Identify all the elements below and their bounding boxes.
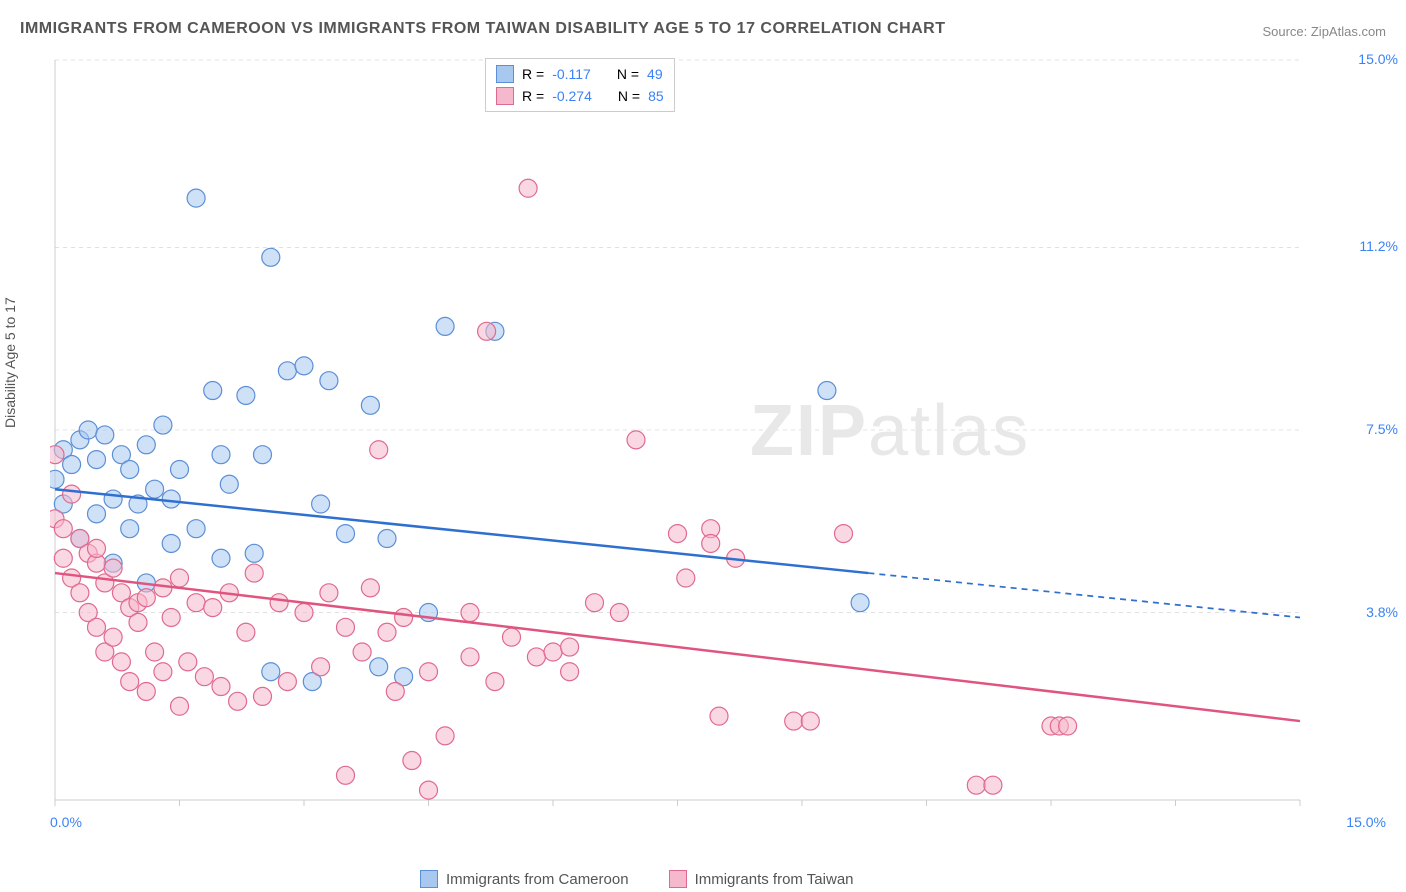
legend-n-value: 85 (648, 88, 664, 104)
legend-r-value: -0.117 (552, 66, 591, 82)
legend-n-label: N = (618, 88, 640, 104)
series-legend: Immigrants from Cameroon Immigrants from… (420, 870, 854, 888)
x-max-label: 15.0% (1346, 814, 1386, 830)
legend-r-value: -0.274 (552, 88, 592, 104)
source-attribution: Source: ZipAtlas.com (1262, 24, 1386, 39)
y-tick-label: 15.0% (1358, 51, 1398, 67)
chart-title: IMMIGRANTS FROM CAMEROON VS IMMIGRANTS F… (20, 20, 946, 38)
scatter-plot (50, 55, 1370, 835)
x-min-label: 0.0% (50, 814, 82, 830)
legend-swatch (496, 87, 514, 105)
legend-r-label: R = (522, 88, 544, 104)
legend-n-value: 49 (647, 66, 663, 82)
legend-n-label: N = (617, 66, 639, 82)
stats-legend-row: R = -0.274 N = 85 (496, 85, 664, 107)
series-legend-item: Immigrants from Cameroon (420, 870, 629, 888)
legend-r-label: R = (522, 66, 544, 82)
series-legend-item: Immigrants from Taiwan (669, 870, 854, 888)
y-axis-label: Disability Age 5 to 17 (2, 297, 18, 428)
stats-legend: R = -0.117 N = 49 R = -0.274 N = 85 (485, 58, 675, 112)
chart-area (50, 55, 1370, 835)
y-tick-label: 11.2% (1359, 238, 1398, 254)
series-name: Immigrants from Taiwan (695, 871, 854, 888)
legend-swatch (669, 870, 687, 888)
legend-swatch (420, 870, 438, 888)
legend-swatch (496, 65, 514, 83)
y-tick-label: 7.5% (1366, 421, 1398, 437)
stats-legend-row: R = -0.117 N = 49 (496, 63, 664, 85)
series-name: Immigrants from Cameroon (446, 871, 629, 888)
y-tick-label: 3.8% (1366, 604, 1398, 620)
